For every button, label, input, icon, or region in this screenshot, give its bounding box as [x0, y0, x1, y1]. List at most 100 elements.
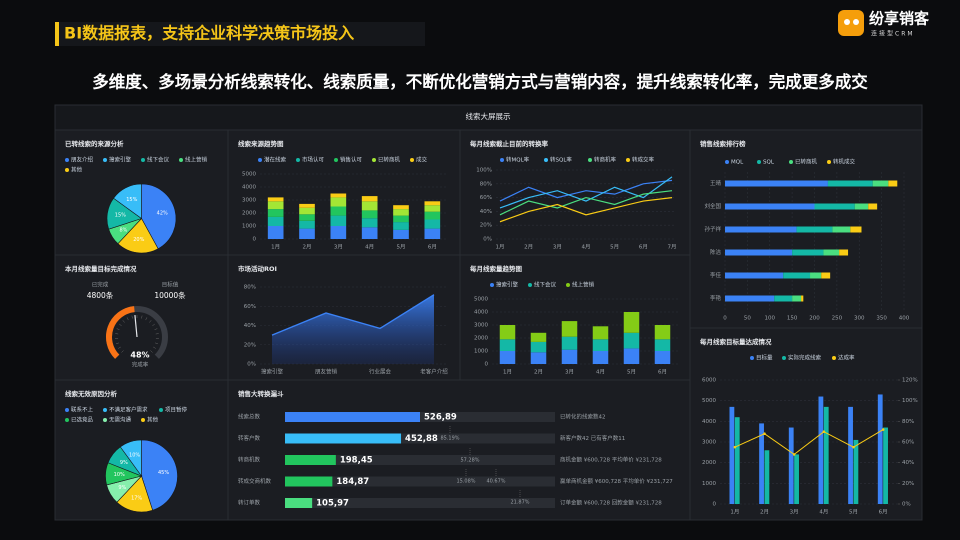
legend-swatch: [141, 418, 145, 422]
legend-label: MQL: [731, 160, 744, 166]
legend-swatch: [725, 160, 729, 164]
x-tick-label: 6月: [658, 369, 667, 376]
stage-value: 184,87: [336, 477, 369, 487]
bar-segment: [361, 210, 378, 219]
bar-segment: [725, 203, 815, 210]
x-tick-label: 6月: [428, 244, 437, 251]
x-tick-label: 50: [744, 316, 751, 322]
stage-detail: 新客户数42 已有客户数11: [560, 434, 625, 442]
x-tick-label: 3月: [790, 509, 799, 516]
gauge-tick: [131, 315, 133, 319]
legend-label: 转SQL率: [550, 156, 572, 164]
y-tick-label: 20%: [244, 342, 256, 348]
bar: [734, 417, 740, 504]
bar: [788, 427, 794, 504]
bar-segment: [299, 214, 315, 221]
x-tick-label: 2月: [760, 509, 769, 516]
legend-swatch: [103, 418, 107, 422]
slice-label: 15%: [115, 213, 126, 219]
legend-swatch: [258, 158, 262, 162]
x-tick-label: 4月: [582, 244, 591, 251]
bar-segment: [623, 312, 640, 333]
x-tick-label: 1月: [271, 244, 280, 251]
bar-segment: [330, 197, 347, 207]
bar-segment: [561, 349, 578, 364]
x-tick-label: 6月: [879, 509, 888, 516]
pie-slice: [141, 439, 178, 511]
legend-swatch: [832, 356, 836, 360]
gauge-tick: [154, 342, 159, 345]
area: [272, 294, 434, 364]
y-tick-label: 0: [713, 502, 717, 508]
legend-swatch: [626, 158, 630, 162]
y2-tick-label: 120%: [902, 378, 918, 384]
bar: [883, 427, 888, 504]
bar-segment: [623, 332, 640, 349]
y2-tick-label: 100%: [902, 398, 918, 404]
bar-segment: [267, 197, 284, 202]
y2-tick-label: 0%: [902, 502, 911, 508]
panel-title: 线索来源趋势图: [238, 139, 284, 148]
legend-label: 销售认可: [340, 156, 363, 164]
x-tick-label: 搜索引擎: [261, 368, 284, 376]
bar: [818, 396, 824, 504]
legend-swatch: [141, 158, 145, 162]
line: [499, 176, 673, 209]
y-tick-label: 4000: [702, 419, 716, 425]
legend-label: 已转商机: [795, 158, 818, 166]
legend-label: 联系不上: [71, 406, 94, 414]
legend-label: 线上营销: [185, 156, 208, 164]
x-tick-label: 100: [765, 316, 776, 322]
legend-label: 线下会议: [534, 281, 557, 289]
bar-segment: [854, 203, 869, 210]
legend-swatch: [65, 418, 69, 422]
legend-label: SQL: [763, 160, 775, 166]
bar-segment: [654, 351, 671, 364]
x-tick-label: 250: [832, 316, 843, 322]
bar-segment: [814, 203, 855, 210]
panel-title: 线索无效原因分析: [65, 389, 118, 398]
x-tick-label: 4月: [596, 369, 605, 376]
y-tick-label: 4000: [242, 185, 256, 191]
bar-segment: [393, 215, 409, 223]
y-tick-label: 5000: [242, 172, 256, 178]
legend-label: 已转商机: [378, 156, 401, 164]
x-tick-label: 2月: [303, 244, 312, 251]
bar-segment: [725, 249, 793, 256]
gauge-tick: [126, 317, 129, 321]
legend-swatch: [159, 408, 163, 412]
x-tick-label: 6月: [639, 244, 648, 251]
legend-label: 搜索引擎: [109, 156, 132, 164]
bar-segment: [267, 216, 284, 226]
pie-slice: [113, 183, 142, 220]
gauge-tick: [150, 350, 153, 353]
bar-segment: [725, 295, 775, 302]
bar-segment: [725, 180, 828, 187]
x-tick-label: 5月: [849, 509, 858, 516]
legend-label: 线上营销: [572, 281, 595, 289]
funnel-track: [285, 455, 555, 465]
line-point: [792, 453, 796, 456]
bar-segment: [774, 295, 793, 302]
title-accent: [55, 22, 59, 46]
bar-segment: [561, 321, 578, 337]
legend-swatch: [372, 158, 376, 162]
bar-segment: [361, 196, 378, 202]
y-tick-label: 3000: [474, 323, 488, 329]
y2-tick-label: 80%: [902, 419, 914, 425]
bar: [853, 439, 859, 504]
legend-label: 无需沟通: [109, 416, 132, 424]
legend-swatch: [782, 356, 786, 360]
legend-label: 搜索引擎: [496, 281, 519, 289]
panel-title: 销售线索排行榜: [700, 139, 746, 148]
bar-segment: [393, 229, 409, 239]
y-tick-label: 0%: [247, 362, 256, 368]
rate-label: 21.87%: [510, 500, 529, 506]
legend-label: 转商机率: [594, 156, 617, 164]
y-tick-label: 王晴: [710, 179, 722, 187]
bar-segment: [592, 351, 609, 364]
x-tick-label: 1月: [730, 509, 739, 516]
x-tick-label: 0: [723, 316, 727, 322]
legend-swatch: [500, 158, 504, 162]
dashboard-title: 线索大屏展示: [466, 111, 511, 121]
